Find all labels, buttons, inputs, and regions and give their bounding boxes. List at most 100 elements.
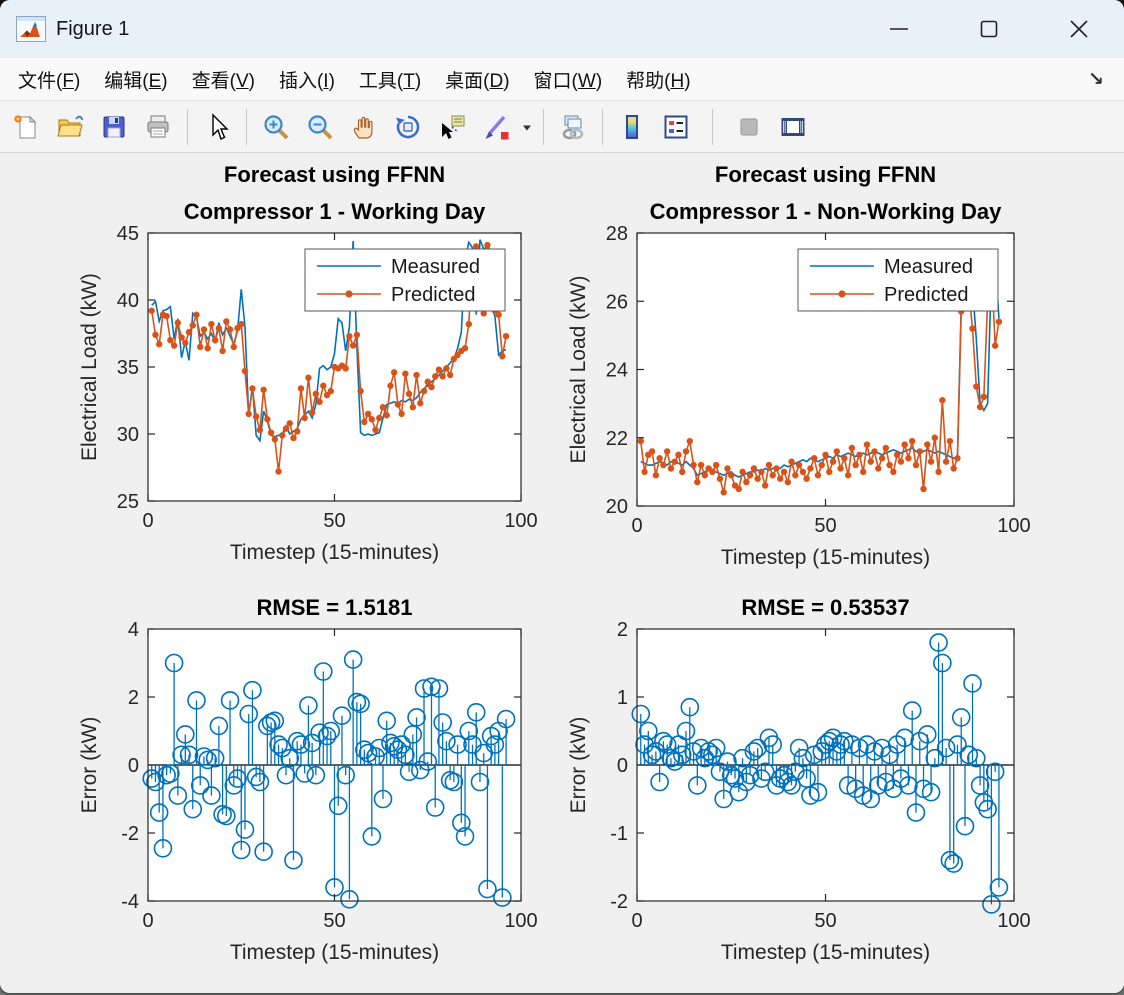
svg-text:Compressor 1 - Working Day: Compressor 1 - Working Day	[184, 199, 486, 224]
chart-non-working-day-error-stem: RMSE = 0.53537 0 50 100 -2 -1 0 1 2 Timestep (15-…	[567, 595, 1031, 964]
svg-text:50: 50	[814, 515, 836, 537]
new-figure-icon-button[interactable]	[4, 106, 48, 148]
svg-text:Electrical Load (kW): Electrical Load (kW)	[567, 276, 590, 464]
svg-text:26: 26	[606, 291, 628, 313]
hide-plot-tools-icon-button	[727, 106, 771, 148]
toolbar-separator	[712, 108, 713, 145]
svg-text:100: 100	[997, 910, 1030, 932]
svg-text:2: 2	[128, 687, 139, 709]
figure-canvas: Forecast using FFNN Compressor 1 - Workin…	[0, 153, 1124, 993]
svg-text:4: 4	[128, 619, 139, 641]
svg-text:20: 20	[606, 496, 628, 518]
svg-text:0: 0	[142, 910, 153, 932]
svg-text:RMSE = 1.5181: RMSE = 1.5181	[257, 595, 413, 620]
svg-text:Forecast using FFNN: Forecast using FFNN	[715, 162, 936, 187]
zoom-in-icon-button[interactable]	[254, 106, 298, 148]
svg-text:Predicted: Predicted	[884, 284, 969, 306]
insert-legend-icon-button[interactable]	[654, 106, 698, 148]
pan-icon-button[interactable]	[342, 106, 386, 148]
print-figure-icon-button[interactable]	[136, 106, 180, 148]
svg-text:Timestep (15-minutes): Timestep (15-minutes)	[721, 941, 930, 964]
menu-item-tools[interactable]: 工具(T)	[358, 70, 422, 92]
minimize-button[interactable]	[854, 0, 944, 58]
data-cursor-icon-button[interactable]	[430, 106, 474, 148]
svg-text:-1: -1	[610, 823, 628, 845]
svg-text:RMSE = 0.53537: RMSE = 0.53537	[741, 595, 909, 620]
brush-icon-button[interactable]	[474, 106, 518, 148]
svg-text:Electrical Load (kW): Electrical Load (kW)	[78, 273, 101, 461]
chart-working-day-error-stem: RMSE = 1.5181 0 50 100 -4 -2 0 2 4 Timestep (15-m…	[78, 595, 538, 964]
toolbar-separator	[602, 108, 603, 145]
svg-text:Compressor 1 - Non-Working Day: Compressor 1 - Non-Working Day	[650, 199, 1002, 224]
svg-text:Forecast using FFNN: Forecast using FFNN	[224, 162, 445, 187]
zoom-out-icon-button[interactable]	[298, 106, 342, 148]
svg-text:40: 40	[117, 290, 139, 312]
close-button[interactable]	[1034, 0, 1124, 58]
svg-text:2: 2	[617, 619, 628, 641]
svg-text:Measured: Measured	[884, 256, 973, 278]
dock-arrow-icon[interactable]: ↘	[1088, 68, 1104, 90]
open-file-icon-button[interactable]	[48, 106, 92, 148]
close-icon	[1070, 20, 1088, 38]
svg-text:1: 1	[617, 687, 628, 709]
svg-text:50: 50	[323, 510, 345, 532]
svg-text:Error (kW): Error (kW)	[78, 717, 101, 814]
menu-item-view[interactable]: 查看(V)	[191, 70, 255, 92]
minimize-icon	[890, 28, 908, 30]
svg-text:Timestep (15-minutes): Timestep (15-minutes)	[230, 541, 439, 564]
menu-bar: 文件(F) 编辑(E) 查看(V) 插入(I) 工具(T) 桌面(D) 窗口(W) 帮助(H)…	[0, 58, 1124, 100]
matlab-logo-icon	[16, 16, 46, 42]
menu-item-desktop[interactable]: 桌面(D)	[445, 70, 510, 92]
dock-figure-icon-button[interactable]	[771, 106, 815, 148]
toolbar-separator	[187, 108, 188, 145]
window-controls	[854, 0, 1124, 58]
svg-text:100: 100	[504, 910, 537, 932]
menu-item-insert[interactable]: 插入(I)	[278, 70, 335, 92]
svg-text:-4: -4	[121, 891, 139, 913]
svg-text:0: 0	[631, 515, 642, 537]
svg-text:Error (kW): Error (kW)	[567, 717, 590, 814]
svg-text:Predicted: Predicted	[391, 284, 476, 306]
link-plot-icon-button[interactable]	[551, 106, 595, 148]
maximize-icon	[980, 20, 998, 38]
svg-text:24: 24	[606, 360, 628, 382]
insert-colorbar-icon-button[interactable]	[610, 106, 654, 148]
svg-text:100: 100	[504, 510, 537, 532]
menu-item-file[interactable]: 文件(F)	[18, 70, 81, 92]
chart-non-working-day-forecast: Forecast using FFNN Compressor 1 - Non-Wo…	[567, 162, 1031, 569]
svg-text:0: 0	[128, 755, 139, 777]
svg-text:Timestep (15-minutes): Timestep (15-minutes)	[721, 546, 930, 569]
save-figure-icon-button[interactable]	[92, 106, 136, 148]
chart-working-day-forecast: Forecast using FFNN Compressor 1 - Workin…	[78, 162, 538, 564]
svg-text:22: 22	[606, 428, 628, 450]
svg-text:45: 45	[117, 223, 139, 245]
menu-item-window[interactable]: 窗口(W)	[533, 70, 603, 92]
svg-text:Measured: Measured	[391, 256, 480, 278]
svg-text:100: 100	[997, 515, 1030, 537]
toolbar-separator	[246, 108, 247, 145]
menu-item-help[interactable]: 帮助(H)	[626, 70, 691, 92]
window-title: Figure 1	[56, 17, 130, 40]
svg-text:25: 25	[117, 491, 139, 513]
maximize-button[interactable]	[944, 0, 1034, 58]
svg-text:-2: -2	[610, 891, 628, 913]
svg-text:50: 50	[814, 910, 836, 932]
svg-text:28: 28	[606, 223, 628, 245]
rotate-3d-icon-button[interactable]	[386, 106, 430, 148]
svg-text:50: 50	[323, 910, 345, 932]
svg-text:0: 0	[617, 755, 628, 777]
toolbar-separator	[543, 108, 544, 145]
menu-item-edit[interactable]: 编辑(E)	[104, 70, 168, 92]
edit-plot-icon-button[interactable]	[195, 106, 239, 148]
svg-text:Timestep (15-minutes): Timestep (15-minutes)	[230, 941, 439, 964]
svg-text:35: 35	[117, 357, 139, 379]
svg-text:0: 0	[631, 910, 642, 932]
svg-text:0: 0	[142, 510, 153, 532]
brush-caret-icon[interactable]	[518, 106, 536, 148]
svg-text:30: 30	[117, 424, 139, 446]
svg-text:-2: -2	[121, 823, 139, 845]
title-bar: Figure 1	[0, 0, 1124, 58]
toolbar	[0, 100, 1124, 153]
